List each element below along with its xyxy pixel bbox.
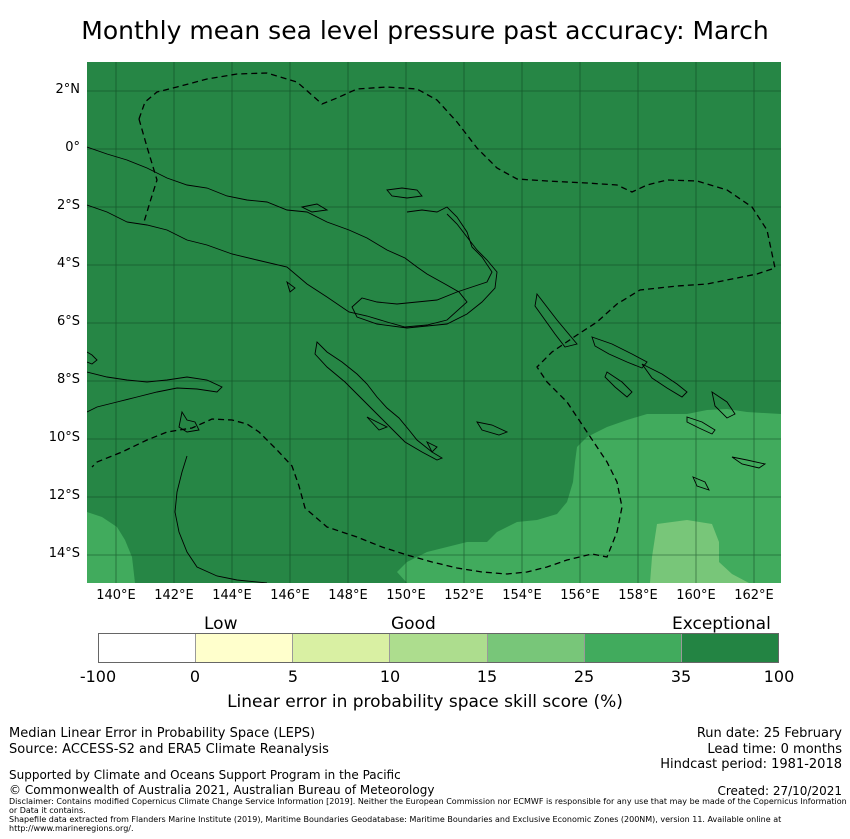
lat-label: 14°S xyxy=(48,546,80,561)
lat-label: 6°S xyxy=(56,314,80,329)
lon-label: 162°E xyxy=(734,588,774,603)
colorbar-tick: 25 xyxy=(573,667,595,686)
colorbar-category-good: Good xyxy=(391,614,436,634)
copyright-text: © Commonwealth of Australia 2021, Austra… xyxy=(9,783,435,797)
eez-boundary xyxy=(91,72,776,575)
method-text: Median Linear Error in Probability Space… xyxy=(9,726,316,741)
source-text: Source: ACCESS-S2 and ERA5 Climate Reana… xyxy=(9,742,329,757)
skill-region-good xyxy=(87,512,135,583)
lon-label: 150°E xyxy=(386,588,426,603)
graticule xyxy=(87,62,781,583)
lat-label: 10°S xyxy=(48,430,80,445)
support-text: Supported by Climate and Oceans Support … xyxy=(9,768,401,782)
colorbar-swatch xyxy=(293,634,391,662)
skill-region-moderate xyxy=(650,520,749,583)
colorbar-tick: 0 xyxy=(189,667,201,686)
lon-label: 148°E xyxy=(328,588,368,603)
colorbar-tick: 35 xyxy=(670,667,692,686)
lat-label: 4°S xyxy=(56,256,80,271)
colorbar-swatch xyxy=(196,634,294,662)
skill-map xyxy=(87,62,781,583)
lat-label: 2°N xyxy=(55,82,81,97)
lon-label: 154°E xyxy=(502,588,542,603)
colorbar-tick: 5 xyxy=(287,667,299,686)
colorbar-tick: 10 xyxy=(379,667,401,686)
lon-label: 152°E xyxy=(444,588,484,603)
colorbar-swatch xyxy=(99,634,197,662)
colorbar-category-low: Low xyxy=(204,614,238,634)
colorbar-category-exceptional: Exceptional xyxy=(672,614,771,634)
lon-label: 144°E xyxy=(212,588,252,603)
lead-time: Lead time: 0 months xyxy=(707,742,842,757)
lon-label: 160°E xyxy=(676,588,716,603)
created-date: Created: 27/10/2021 xyxy=(717,784,842,798)
colorbar-swatch xyxy=(584,634,682,662)
lat-label: 8°S xyxy=(56,372,80,387)
colorbar-swatch xyxy=(681,634,778,662)
hindcast-period: Hindcast period: 1981-2018 xyxy=(660,757,842,772)
lon-label: 158°E xyxy=(618,588,658,603)
lat-label: 2°S xyxy=(56,198,80,213)
lon-label: 142°E xyxy=(154,588,194,603)
colorbar-swatch xyxy=(390,634,488,662)
lon-label: 156°E xyxy=(560,588,600,603)
lon-label: 146°E xyxy=(270,588,310,603)
colorbar-axis-label: Linear error in probability space skill … xyxy=(227,692,623,712)
eez-boundary xyxy=(138,118,158,223)
colorbar-swatch xyxy=(487,634,585,662)
colorbar-tick: -100 xyxy=(79,667,117,686)
run-date: Run date: 25 February xyxy=(696,726,842,741)
lon-label: 140°E xyxy=(96,588,136,603)
lat-label: 12°S xyxy=(48,488,80,503)
disclaimer-text: Disclaimer: Contains modified Copernicus… xyxy=(9,797,847,815)
colorbar xyxy=(98,633,779,663)
colorbar-tick: 100 xyxy=(763,667,795,686)
coastlines xyxy=(87,146,767,583)
shapefile-credit: Shapefile data extracted from Flanders M… xyxy=(9,815,782,833)
chart-title: Monthly mean sea level pressure past acc… xyxy=(81,16,769,45)
lat-label: 0° xyxy=(65,140,80,155)
colorbar-tick: 15 xyxy=(476,667,498,686)
